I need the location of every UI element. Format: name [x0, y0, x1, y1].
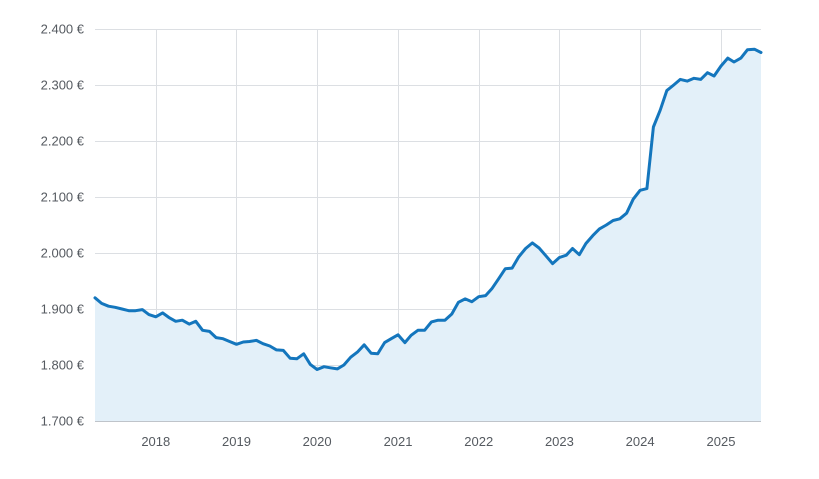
y-tick-label: 1.900 € [41, 302, 85, 317]
x-tick-label: 2024 [626, 434, 655, 449]
y-tick-label: 2.200 € [41, 134, 85, 149]
x-tick-label: 2022 [464, 434, 493, 449]
x-tick-label: 2019 [222, 434, 251, 449]
x-tick-label: 2021 [384, 434, 413, 449]
y-tick-label: 2.400 € [41, 22, 85, 37]
y-tick-label: 2.100 € [41, 190, 85, 205]
x-tick-label: 2018 [141, 434, 170, 449]
y-tick-label: 2.000 € [41, 246, 85, 261]
x-tick-label: 2023 [545, 434, 574, 449]
series-area-fill [95, 49, 761, 421]
y-tick-label: 1.700 € [41, 414, 85, 429]
y-tick-label: 2.300 € [41, 78, 85, 93]
y-tick-label: 1.800 € [41, 358, 85, 373]
series-line [93, 47, 763, 371]
x-tick-label: 2020 [303, 434, 332, 449]
x-tick-label: 2025 [707, 434, 736, 449]
